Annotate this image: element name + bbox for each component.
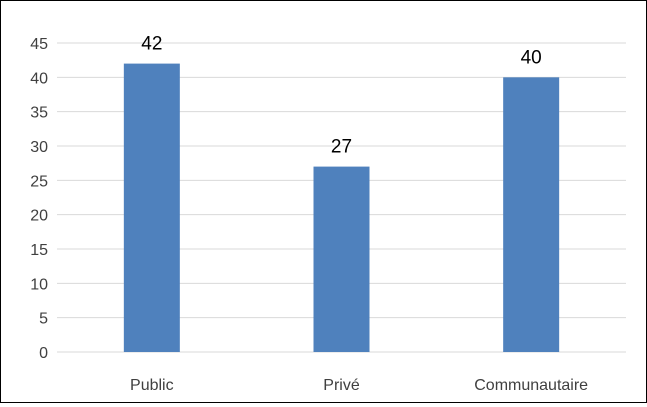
- x-tick-label: Privé: [323, 377, 360, 394]
- y-tick-label: 35: [30, 105, 48, 122]
- x-tick-label: Communautaire: [474, 377, 588, 394]
- data-label: 27: [331, 137, 352, 158]
- x-axis-tick-labels: Public Privé Communautaire: [130, 377, 588, 394]
- bar-priv-: [313, 166, 370, 352]
- bar-public: [123, 63, 180, 352]
- y-tick-label: 5: [39, 311, 48, 328]
- y-tick-label: 45: [30, 36, 48, 53]
- y-tick-label: 15: [30, 242, 48, 259]
- y-tick-label: 25: [30, 173, 48, 190]
- y-tick-label: 40: [30, 70, 48, 87]
- bars: [123, 63, 560, 352]
- data-label: 40: [521, 47, 542, 68]
- bar-communautaire: [503, 77, 560, 352]
- y-tick-label: 30: [30, 139, 48, 156]
- y-tick-label: 10: [30, 276, 48, 293]
- x-tick-label: Public: [130, 377, 174, 394]
- y-axis-tick-labels: 0 5 10 15 20 25 30 35 40 45: [30, 36, 48, 362]
- y-tick-label: 20: [30, 208, 48, 225]
- data-label: 42: [141, 34, 162, 55]
- data-labels: 42 27 40: [141, 34, 541, 158]
- y-tick-label: 0: [39, 345, 48, 362]
